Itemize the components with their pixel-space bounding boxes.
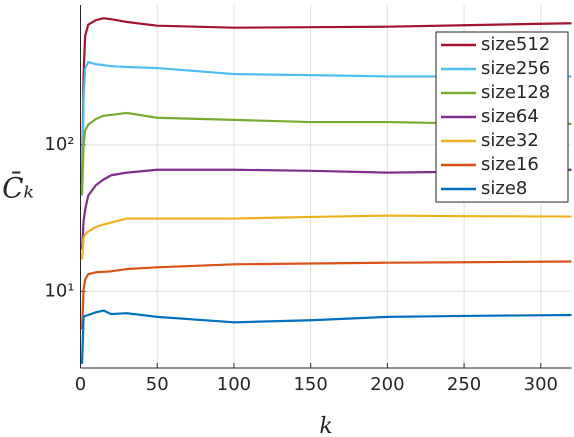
x-tick-label: 0 — [75, 374, 86, 395]
legend-label: size32 — [481, 130, 539, 151]
legend-label: size256 — [481, 58, 550, 79]
series-line — [80, 260, 572, 330]
legend-label: size64 — [481, 106, 539, 127]
x-tick-label: 50 — [146, 374, 169, 395]
legend-label: size16 — [481, 154, 539, 175]
x-tick-label: 100 — [217, 374, 251, 395]
legend-label: size8 — [481, 178, 527, 199]
y-axis-label: C̄ₖ — [2, 170, 34, 204]
x-tick-label: 200 — [370, 374, 404, 395]
series-line — [80, 214, 572, 260]
x-tick-label: 300 — [524, 374, 558, 395]
series-line — [80, 60, 572, 196]
x-axis-label: k — [319, 414, 332, 437]
x-tick-label: 250 — [447, 374, 481, 395]
x-tick-label: 150 — [293, 374, 327, 395]
series-line — [80, 168, 572, 250]
legend-label: size128 — [481, 82, 550, 103]
legend-label: size512 — [481, 34, 550, 55]
series-line — [80, 17, 572, 186]
series-line — [80, 309, 572, 364]
y-tick-label: 10¹ — [44, 280, 74, 301]
series-line — [80, 111, 572, 195]
y-tick-label: 10² — [44, 134, 74, 155]
